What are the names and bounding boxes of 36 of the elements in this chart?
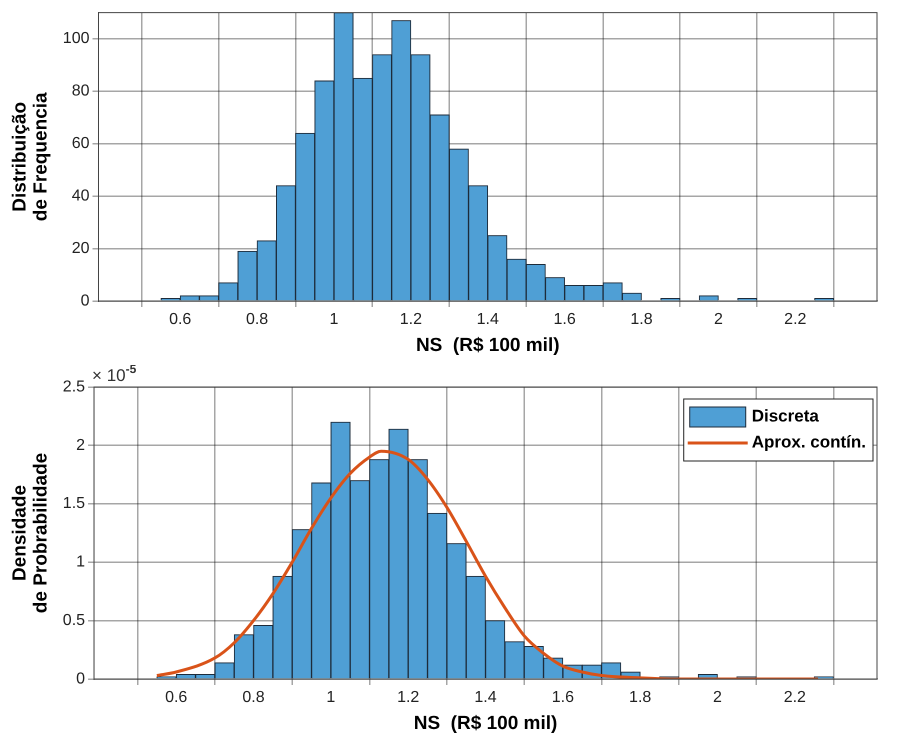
x-tick-label: 2.2 (784, 689, 806, 706)
y-tick-label: 20 (72, 240, 90, 257)
x-tick-label: 1.8 (630, 311, 653, 328)
x-tick-label: 1.4 (474, 689, 497, 706)
legend-label: Discreta (752, 406, 820, 426)
x-tick-label: 1.2 (400, 311, 422, 328)
x-tick-label: 1.4 (476, 311, 499, 328)
y-axis-title: Distribuição de Frequencia (10, 92, 52, 222)
y-tick-label: 1 (76, 554, 86, 571)
x-tick-label: 2 (713, 689, 722, 706)
x-tick-label: 0.6 (165, 689, 188, 706)
y-tick-label: 60 (72, 135, 90, 152)
x-tick-label: 1 (326, 689, 336, 706)
y-tick-label: 1.5 (62, 495, 86, 512)
x-tick-label: 2 (714, 311, 723, 328)
y-tick-label: 0.5 (62, 612, 86, 630)
x-tick-label: 0.8 (246, 311, 268, 328)
x-tick-label: 1.2 (397, 689, 420, 706)
x-tick-label: 0.6 (169, 311, 192, 328)
legend-label: Aprox. contín. (752, 432, 866, 452)
y-tick-label: 0 (76, 670, 86, 688)
x-axis-title: NS (R$ 100 mil) (414, 712, 558, 734)
x-tick-label: 1.6 (552, 689, 574, 706)
y-tick-label: 0 (80, 292, 90, 310)
y-axis-title: Densidade de Probrabilidade (10, 452, 52, 614)
y-tick-label: 100 (62, 30, 90, 48)
y-tick-label: 2 (76, 436, 86, 454)
x-tick-label: 1 (330, 311, 339, 328)
y-tick-label: 2.5 (62, 378, 86, 396)
y-tick-label: 40 (72, 188, 90, 205)
x-tick-label: 1.6 (554, 311, 576, 328)
x-tick-label: 2.2 (784, 311, 807, 328)
x-tick-label: 1.8 (629, 689, 652, 706)
x-axis-title: NS (R$ 100 mil) (416, 334, 560, 356)
x-tick-label: 0.8 (242, 689, 265, 706)
y-tick-label: 80 (72, 82, 90, 100)
